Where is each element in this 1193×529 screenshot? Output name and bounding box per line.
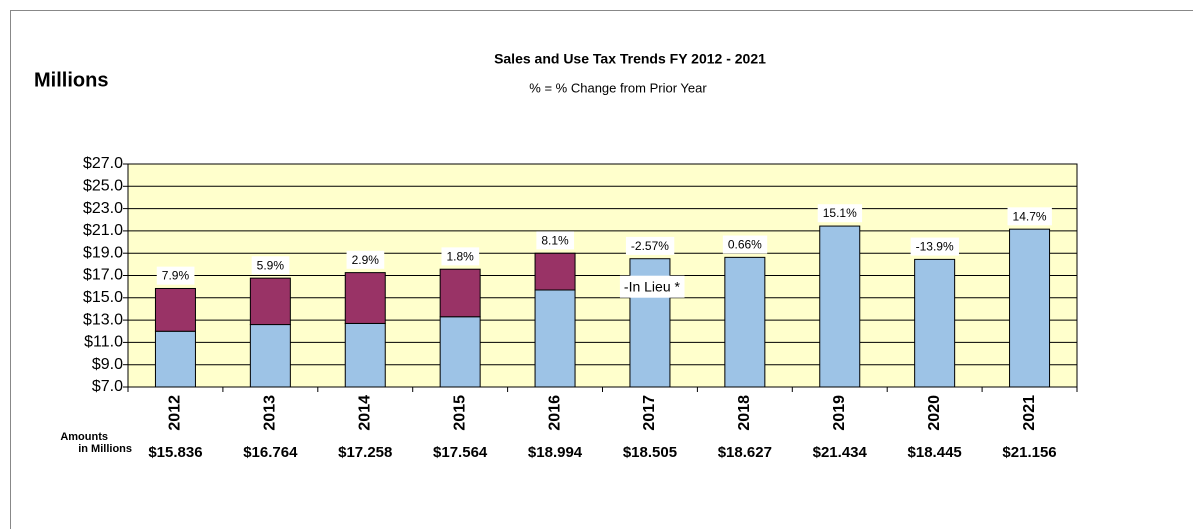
y-tick-label: $9.0 <box>92 356 123 373</box>
amount-label: $16.764 <box>243 444 298 461</box>
change-label: 8.1% <box>541 233 569 247</box>
change-label-group: 7.9% <box>156 266 195 285</box>
y-tick-label: $25.0 <box>83 178 123 195</box>
y-tick-label: $11.0 <box>84 334 123 351</box>
x-tick-label: 2018 <box>736 395 753 431</box>
change-label: 15.1% <box>823 206 857 220</box>
change-label: 0.66% <box>728 238 762 252</box>
change-label-box <box>625 236 675 255</box>
change-label-box <box>251 256 290 275</box>
x-tick-label: 2019 <box>831 395 848 431</box>
change-label: -13.9% <box>916 240 954 254</box>
bar-segment <box>534 289 576 388</box>
x-tick-label: 2021 <box>1021 395 1038 431</box>
change-label-box <box>346 250 385 269</box>
bar-segment <box>724 256 766 388</box>
amount-label: $18.627 <box>718 444 772 461</box>
change-label-group: 5.9% <box>251 256 290 275</box>
amount-label: $21.156 <box>1002 444 1056 461</box>
change-label-box <box>156 266 195 285</box>
y-tick-label: $7.0 <box>92 378 123 395</box>
change-label-group: -13.9% <box>910 237 959 256</box>
change-label-group: 15.1% <box>817 204 863 223</box>
bar-segment <box>154 287 196 332</box>
change-label-group: 0.66% <box>722 235 768 254</box>
bar-segment <box>344 272 386 324</box>
y-tick-label: $13.0 <box>83 311 123 328</box>
x-tick-label: 2013 <box>262 395 279 431</box>
amount-label: $18.445 <box>908 444 962 461</box>
amount-label: $21.434 <box>813 444 868 461</box>
change-label: 2.9% <box>352 253 380 267</box>
y-tick-label: $21.0 <box>83 222 123 239</box>
bar-segment <box>154 330 196 388</box>
y-tick-label: $17.0 <box>83 267 123 284</box>
bar-segment <box>819 225 861 388</box>
x-tick-label: 2016 <box>546 395 563 431</box>
chart-subtitle: % = % Change from Prior Year <box>529 80 707 95</box>
change-label-box <box>722 235 768 254</box>
change-label-box <box>1007 207 1052 226</box>
x-tick-label: 2020 <box>926 395 943 431</box>
bar-segment <box>1009 228 1051 388</box>
change-label-group: 2.9% <box>346 250 385 269</box>
y-tick-label: $15.0 <box>83 289 123 306</box>
bar-segment <box>344 322 386 388</box>
x-tick-label: 2015 <box>451 395 468 431</box>
bar-segment <box>914 258 956 388</box>
x-tick-label: 2012 <box>167 395 184 431</box>
change-label-box <box>441 247 480 266</box>
amount-label: $17.258 <box>338 444 392 461</box>
y-label: Millions <box>34 69 108 91</box>
amount-label: $17.564 <box>433 444 488 461</box>
chart-title: Sales and Use Tax Trends FY 2012 - 2021 <box>494 51 766 67</box>
bar-segment <box>249 277 291 326</box>
change-label-box <box>817 204 863 223</box>
amount-label: $18.994 <box>528 444 583 461</box>
change-label: 5.9% <box>257 258 285 272</box>
change-label-group: -2.57% <box>625 236 675 255</box>
change-label-group: 14.7% <box>1007 207 1052 226</box>
change-label: -2.57% <box>631 239 669 253</box>
amount-label: $18.505 <box>623 444 677 461</box>
change-label-group: 1.8% <box>441 247 480 266</box>
annotation-box <box>619 275 685 298</box>
y-tick-label: $23.0 <box>83 200 123 217</box>
annotation-group: -In Lieu * <box>619 275 685 298</box>
change-label: 1.8% <box>446 249 474 263</box>
change-label: 7.9% <box>162 269 190 283</box>
y-tick-label: $19.0 <box>83 244 123 261</box>
annotation: -In Lieu * <box>624 279 681 295</box>
change-label-box <box>910 237 959 256</box>
amounts-label: in Millions <box>78 443 132 455</box>
change-label: 14.7% <box>1013 209 1047 223</box>
bar-segment <box>249 324 291 388</box>
x-tick-label: 2014 <box>356 395 373 431</box>
bar-segment <box>534 252 576 291</box>
change-label-group: 8.1% <box>536 231 575 250</box>
amount-label: $15.836 <box>148 444 202 461</box>
y-tick-label: $27.0 <box>83 155 123 172</box>
bar-segment <box>439 316 481 388</box>
x-tick-label: 2017 <box>641 395 658 431</box>
bar-segment <box>439 268 481 318</box>
change-label-box <box>536 231 575 250</box>
amounts-label: Amounts <box>60 431 108 443</box>
